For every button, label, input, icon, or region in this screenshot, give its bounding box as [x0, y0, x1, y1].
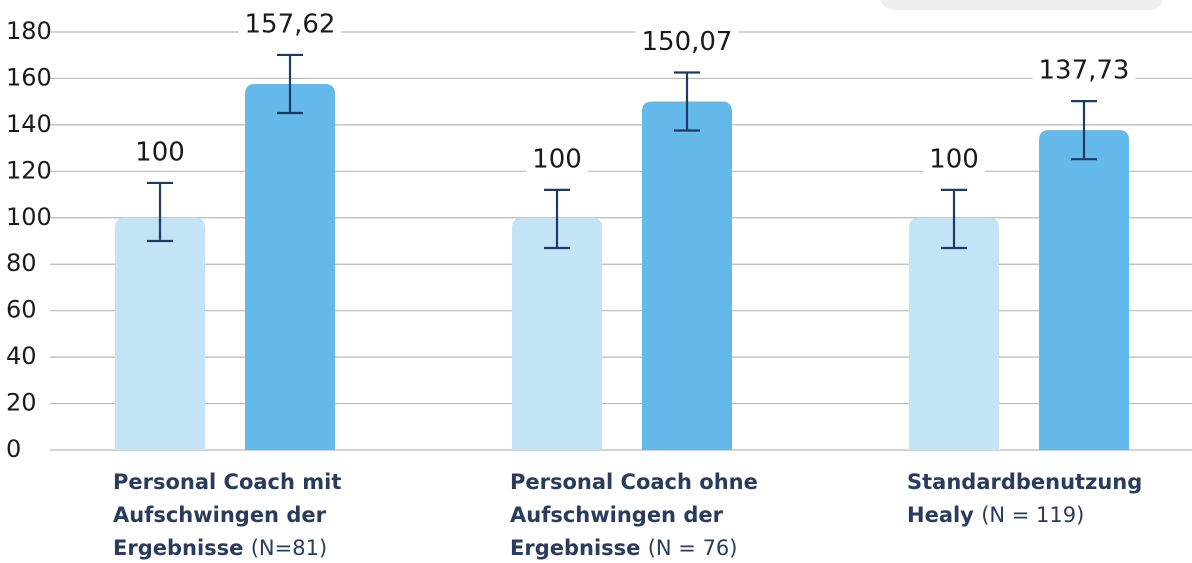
y-tick-label: 140: [6, 110, 52, 138]
value-label: 150,07: [642, 27, 733, 57]
bar: [1039, 130, 1129, 450]
category-text: Healy: [907, 503, 981, 527]
value-label-bg: [635, 24, 739, 59]
value-label-bg: [129, 135, 191, 170]
y-tick-label: 20: [6, 389, 37, 417]
category-text: (N=81): [251, 536, 327, 560]
category-text: Aufschwingen der: [510, 503, 730, 527]
x-tick-label: Personal Coach mit Aufschwingen der Erge…: [113, 470, 349, 560]
category-text: Personal Coach mit: [113, 470, 349, 494]
y-tick-label: 160: [6, 63, 52, 91]
y-tick-label: 120: [6, 156, 52, 184]
bar: [245, 83, 335, 450]
category-text: (N = 119): [981, 503, 1084, 527]
bar: [115, 217, 205, 450]
category-text: Ergebnisse: [510, 536, 648, 560]
bar: [642, 101, 732, 450]
value-label-bg: [526, 142, 588, 177]
value-label: 100: [929, 144, 979, 174]
category-text: Standardbenutzung: [907, 470, 1150, 494]
bar: [512, 217, 602, 450]
y-tick-label: 180: [6, 17, 52, 45]
category-text: Aufschwingen der: [113, 503, 333, 527]
category-text: (N = 76): [648, 536, 738, 560]
y-tick-label: 40: [6, 342, 37, 370]
header-box: [880, 0, 1164, 10]
value-label: 100: [135, 137, 185, 167]
y-tick-label: 60: [6, 296, 37, 324]
category-text: Ergebnisse: [113, 536, 251, 560]
x-tick-label: Standardbenutzung Healy (N = 119): [907, 470, 1150, 527]
value-label: 137,73: [1039, 56, 1130, 86]
y-tick-label: 100: [6, 203, 52, 231]
bar: [909, 217, 999, 450]
value-label-bg: [238, 7, 342, 42]
value-label-bg: [923, 142, 985, 177]
x-tick-label: Personal Coach ohne Aufschwingen der Erg…: [510, 470, 765, 560]
category-text: Personal Coach ohne: [510, 470, 765, 494]
value-label: 100: [532, 144, 582, 174]
y-tick-label: 0: [6, 435, 21, 463]
y-tick-label: 80: [6, 249, 37, 277]
value-label-bg: [1032, 53, 1136, 88]
value-label: 157,62: [245, 9, 336, 39]
